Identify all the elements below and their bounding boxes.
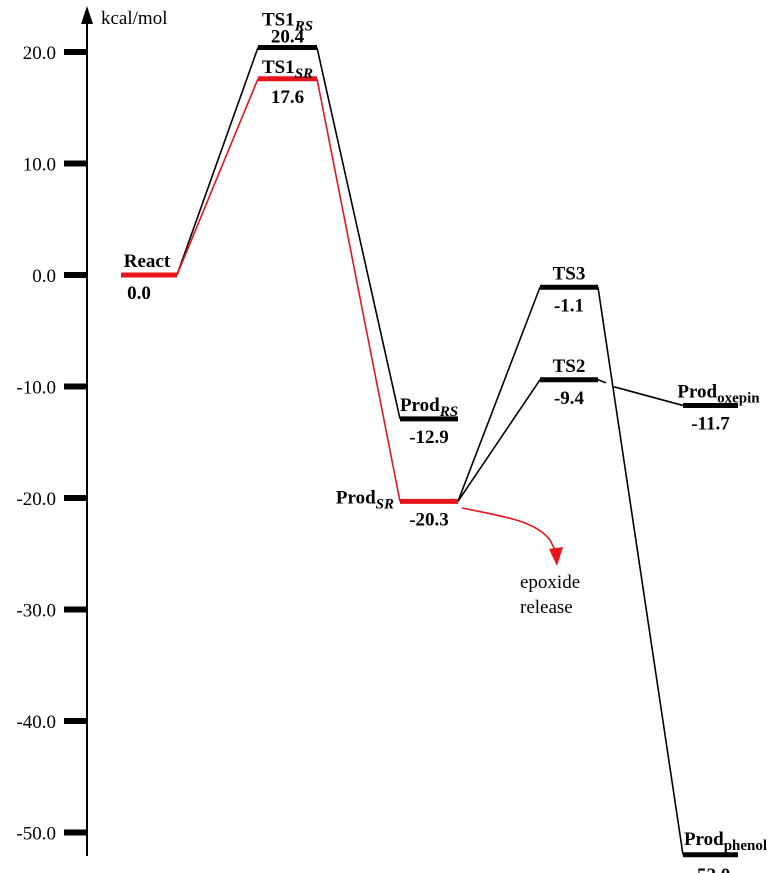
connector-ts3-prodphenol (597, 287, 684, 855)
level-value-prodsr: -20.3 (409, 509, 449, 530)
y-tick-label: -40.0 (16, 712, 56, 733)
y-tick-label: -20.0 (16, 489, 56, 510)
y-axis-ticks: 20.0 10.0 0.0 -10.0 -20.0 -30.0 -40.0 -50.0 (16, 43, 87, 845)
y-axis-unit: kcal/mol (101, 8, 167, 29)
connector-ts1rs-prodrs (316, 47, 401, 420)
connector-prodsr-ts2 (457, 379, 541, 502)
level-name-prodoxepin: Prodoxepin (677, 381, 760, 406)
epoxide-release-arrow (461, 507, 557, 553)
level-value-ts2: -9.4 (554, 388, 585, 409)
connector-ts2-prodoxepin (613, 386, 684, 407)
level-name-react: React (124, 251, 171, 272)
level-name-ts2: TS2 (553, 356, 586, 377)
y-tick-label: 20.0 (23, 43, 56, 64)
level-name-prodphenol: Prodphenol (684, 829, 767, 854)
level-name-prodrs: ProdRS (400, 395, 458, 420)
connector-react-ts1rs (176, 47, 259, 276)
epoxide-release-arrowhead (549, 547, 563, 566)
connector-lines (176, 47, 684, 855)
level-value-ts3: -1.1 (554, 295, 584, 316)
level-value-prodrs: -12.9 (409, 427, 449, 448)
y-axis-arrow (81, 6, 93, 24)
ts2-connector-stub (597, 379, 607, 384)
y-tick-label: -50.0 (16, 824, 56, 845)
y-tick-label: -10.0 (16, 378, 56, 399)
level-value-prodphenol: -52.0 (691, 865, 731, 873)
y-tick-label: 0.0 (32, 266, 56, 287)
level-value-prodoxepin: -11.7 (691, 413, 730, 434)
level-name-ts1rs: TS1RS (262, 10, 313, 35)
connector-prodsr-ts3 (457, 286, 541, 502)
connector-react-ts1sr (176, 78, 259, 276)
level-name-prodsr: ProdSR (336, 487, 394, 512)
level-value-ts1sr: 17.6 (271, 87, 304, 108)
level-name-ts3: TS3 (553, 263, 586, 284)
y-tick-label: -30.0 (16, 601, 56, 622)
release-label: release (520, 597, 573, 618)
level-value-ts1rs: 20.4 (271, 27, 305, 48)
level-name-ts1sr: TS1SR (262, 57, 313, 82)
connector-ts1sr-prodsr (316, 78, 401, 502)
y-tick-label: 10.0 (23, 155, 56, 176)
level-value-react: 0.0 (127, 283, 151, 304)
epoxide-label: epoxide (520, 572, 580, 593)
